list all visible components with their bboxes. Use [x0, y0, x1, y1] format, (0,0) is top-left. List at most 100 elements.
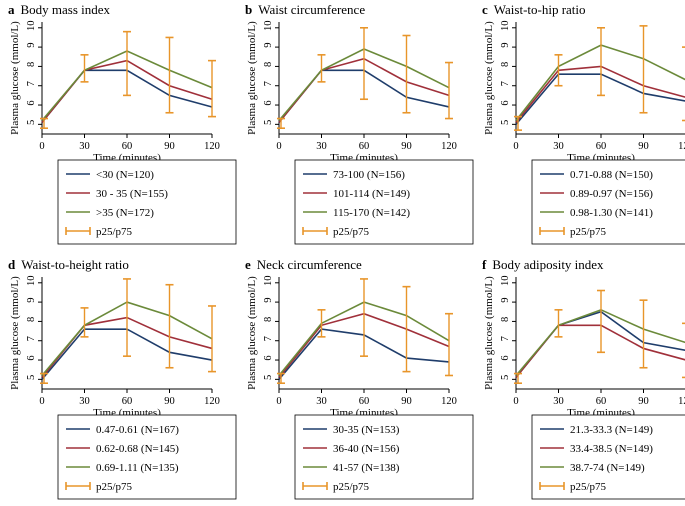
panel-title-text: Waist-to-height ratio — [21, 257, 129, 272]
y-tick-label: 5 — [26, 375, 37, 380]
y-tick-label: 7 — [263, 81, 274, 86]
y-tick-label: 7 — [500, 81, 511, 86]
x-tick-label: 120 — [678, 396, 685, 407]
x-tick-label: 30 — [79, 141, 90, 152]
y-tick-label: 6 — [263, 355, 274, 360]
legend-label: p25/p75 — [96, 481, 133, 493]
y-tick-label: 6 — [26, 355, 37, 360]
legend: 0.47-0.61 (N=167) 0.62-0.68 (N=145) 0.69-1… — [57, 414, 237, 500]
x-tick-label: 90 — [638, 141, 649, 152]
legend-label: p25/p75 — [570, 481, 607, 493]
legend-label: 38.7-74 (N=149) — [570, 462, 645, 474]
x-tick-label: 90 — [638, 396, 649, 407]
x-tick-label: 120 — [204, 396, 220, 407]
panel-title-text: Waist circumference — [258, 2, 365, 17]
legend: 73-100 (N=156) 101-114 (N=149) 115-170 (N=… — [294, 159, 474, 245]
x-tick-label: 30 — [316, 141, 327, 152]
panel-title-text: Body adiposity index — [492, 257, 604, 272]
panel-letter: d — [8, 257, 16, 272]
y-tick-label: 9 — [263, 297, 274, 302]
y-tick-label: 5 — [26, 120, 37, 125]
panel-letter: f — [482, 257, 487, 272]
y-tick-label: 7 — [263, 336, 274, 341]
y-axis-label: Plasma glucose (mmol/L) — [246, 276, 258, 390]
x-tick-label: 60 — [596, 141, 607, 152]
x-tick-label: 0 — [39, 396, 44, 407]
legend-label: 0.89-0.97 (N=156) — [570, 188, 653, 200]
y-tick-label: 10 — [26, 21, 37, 32]
legend-label: p25/p75 — [96, 226, 133, 238]
y-tick-label: 10 — [263, 21, 274, 32]
panel-letter: b — [245, 2, 252, 17]
panel-letter: c — [482, 2, 488, 17]
y-tick-label: 8 — [263, 62, 274, 67]
y-tick-label: 9 — [26, 297, 37, 302]
y-tick-label: 9 — [263, 42, 274, 47]
y-tick-label: 9 — [500, 297, 511, 302]
y-tick-label: 10 — [26, 276, 37, 287]
legend-label: 73-100 (N=156) — [333, 169, 405, 181]
legend-label: 0.71-0.88 (N=150) — [570, 169, 653, 181]
panel-title-text: Neck circumference — [257, 257, 362, 272]
legend-label: 0.62-0.68 (N=145) — [96, 443, 179, 455]
legend-label: 30-35 (N=153) — [333, 424, 400, 436]
y-tick-label: 8 — [500, 62, 511, 67]
panel-title-text: Body mass index — [21, 2, 111, 17]
legend: <30 (N=120) 30 - 35 (N=155) >35 (N=172) p25… — [57, 159, 237, 245]
legend-label: p25/p75 — [570, 226, 607, 238]
legend-label: 101-114 (N=149) — [333, 188, 410, 200]
legend: 21.3-33.3 (N=149) 33.4-38.5 (N=149) 38.7-7… — [531, 414, 685, 500]
x-tick-label: 60 — [359, 396, 370, 407]
legend-label: >35 (N=172) — [96, 207, 154, 219]
x-tick-label: 120 — [441, 141, 457, 152]
y-tick-label: 8 — [500, 317, 511, 322]
panel-title: a Body mass index — [8, 2, 111, 17]
x-tick-label: 90 — [401, 141, 412, 152]
legend-label: 21.3-33.3 (N=149) — [570, 424, 653, 436]
panel-title: c Waist-to-hip ratio — [482, 2, 586, 17]
y-axis-label: Plasma glucose (mmol/L) — [9, 21, 21, 135]
x-tick-label: 90 — [164, 141, 175, 152]
panel-title: b Waist circumference — [245, 2, 365, 17]
y-tick-label: 10 — [263, 276, 274, 287]
x-tick-label: 60 — [596, 396, 607, 407]
x-tick-label: 120 — [441, 396, 457, 407]
y-tick-label: 5 — [500, 375, 511, 380]
y-axis-label: Plasma glucose (mmol/L) — [246, 21, 258, 135]
x-tick-label: 60 — [122, 141, 133, 152]
y-tick-label: 7 — [26, 336, 37, 341]
y-tick-label: 6 — [500, 355, 511, 360]
y-tick-label: 5 — [263, 120, 274, 125]
panel-letter: a — [8, 2, 15, 17]
legend-label: 36-40 (N=156) — [333, 443, 400, 455]
legend-label: <30 (N=120) — [96, 169, 154, 181]
y-tick-label: 7 — [500, 336, 511, 341]
y-tick-label: 9 — [26, 42, 37, 47]
x-tick-label: 90 — [164, 396, 175, 407]
legend: 30-35 (N=153) 36-40 (N=156) 41-57 (N=138) p… — [294, 414, 474, 500]
panel-title: f Body adiposity index — [482, 257, 604, 272]
y-axis-label: Plasma glucose (mmol/L) — [9, 276, 21, 390]
legend-label: 30 - 35 (N=155) — [96, 188, 168, 200]
x-tick-label: 0 — [276, 396, 281, 407]
panel-title: d Waist-to-height ratio — [8, 257, 129, 272]
x-tick-label: 60 — [359, 141, 370, 152]
y-tick-label: 6 — [500, 100, 511, 105]
legend-label: p25/p75 — [333, 481, 370, 493]
x-tick-label: 30 — [316, 396, 327, 407]
legend-label: 41-57 (N=138) — [333, 462, 400, 474]
x-tick-label: 90 — [401, 396, 412, 407]
x-tick-label: 30 — [553, 396, 564, 407]
x-tick-label: 120 — [678, 141, 685, 152]
y-axis-label: Plasma glucose (mmol/L) — [483, 276, 495, 390]
legend: 0.71-0.88 (N=150) 0.89-0.97 (N=156) 0.98-1… — [531, 159, 685, 245]
x-tick-label: 0 — [39, 141, 44, 152]
legend-label: 0.98-1.30 (N=141) — [570, 207, 653, 219]
legend-label: 0.69-1.11 (N=135) — [96, 462, 179, 474]
y-tick-label: 7 — [26, 81, 37, 86]
